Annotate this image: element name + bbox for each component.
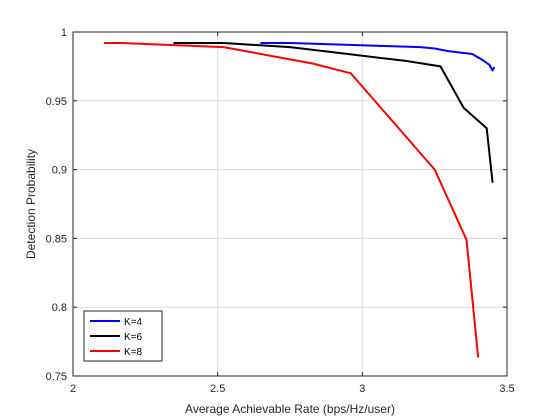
y-tick-label: 0.95 [46, 96, 67, 108]
x-tick-label: 2.5 [210, 383, 225, 395]
series-group [103, 42, 495, 358]
y-tick-label: 0.85 [46, 233, 67, 245]
legend-label: K=4 [124, 317, 143, 328]
x-tick-label: 3 [359, 383, 365, 395]
axis-ticks: 2 2.5 3 3.5 0.75 0.8 0.85 0.9 0.95 1 [46, 27, 515, 395]
y-tick-label: 1 [61, 27, 67, 39]
series-line-k-4 [260, 42, 495, 72]
x-tick-label: 3.5 [499, 383, 514, 395]
y-axis-label: Detection Probability [24, 149, 38, 259]
series-line-k-8 [103, 42, 480, 358]
y-tick-label: 0.8 [52, 302, 67, 314]
legend-label: K=6 [124, 332, 143, 343]
x-tick-label: 2 [70, 383, 76, 395]
y-tick-label: 0.75 [46, 371, 67, 383]
y-tick-label: 0.9 [52, 165, 67, 177]
x-axis-label: Average Achievable Rate (bps/Hz/user) [185, 402, 395, 416]
series-line-k-6 [173, 42, 494, 183]
legend: K=4 K=6 K=8 [83, 310, 163, 362]
plot-frame [72, 31, 508, 377]
legend-label: K=8 [124, 347, 143, 358]
